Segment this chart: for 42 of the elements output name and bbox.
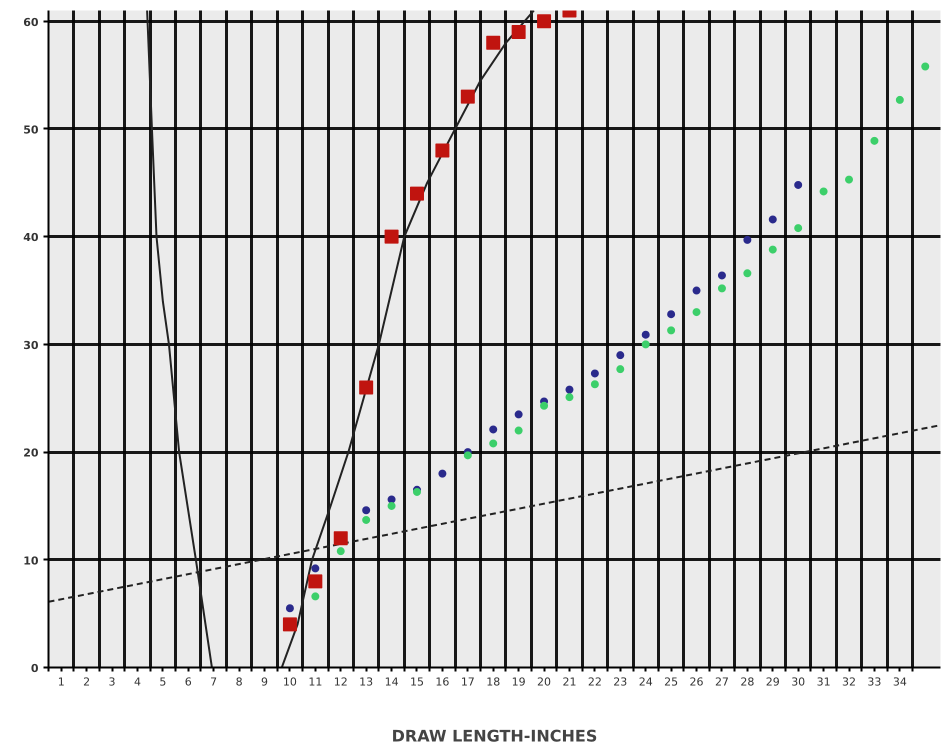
x-tick-label: 31 <box>816 676 831 688</box>
x-tick-label: 28 <box>740 676 754 688</box>
x-tick-label: 22 <box>588 676 602 688</box>
x-tick-label: 27 <box>714 676 729 688</box>
y-tick-label: 0 <box>30 662 39 675</box>
x-tick-label: 21 <box>562 676 576 688</box>
x-tick-label: 4 <box>134 676 141 688</box>
x-tick-label: 19 <box>512 676 526 688</box>
x-tick-label: 10 <box>282 676 297 688</box>
x-tick-label: 34 <box>892 676 907 688</box>
x-tick-label: 16 <box>435 676 450 688</box>
x-tick-label: 6 <box>184 676 192 688</box>
x-tick-label: 30 <box>791 676 806 688</box>
x-tick-label: 18 <box>486 676 500 688</box>
x-tick-label: 1 <box>58 676 65 688</box>
x-tick-label: 5 <box>159 676 166 688</box>
x-tick-label: 7 <box>210 676 218 688</box>
x-tick-label: 20 <box>537 676 552 688</box>
y-tick-label: 30 <box>23 338 39 352</box>
x-tick-label: 8 <box>236 676 243 688</box>
x-tick-label: 14 <box>384 676 399 688</box>
x-tick-label: 17 <box>460 676 475 688</box>
x-tick-label: 13 <box>359 676 374 688</box>
y-tick-label: 60 <box>23 16 39 29</box>
x-tick-label: 15 <box>410 676 424 688</box>
y-tick-label: 40 <box>23 231 39 244</box>
x-tick-label: 29 <box>766 676 780 688</box>
y-tick-label: 10 <box>23 554 39 568</box>
x-axis-title: DRAW LENGTH-INCHES <box>392 726 598 746</box>
x-tick-label: 9 <box>261 676 268 688</box>
x-tick-label: 26 <box>690 676 704 688</box>
x-tick-label: 24 <box>638 676 653 688</box>
x-tick-label: 3 <box>108 676 116 688</box>
x-tick-label: 11 <box>308 676 322 688</box>
x-tick-label: 2 <box>83 676 90 688</box>
x-tick-label: 23 <box>613 676 628 688</box>
y-tick-label: 50 <box>23 123 39 136</box>
x-tick-label: 32 <box>842 676 856 688</box>
y-tick-label: 20 <box>23 446 39 460</box>
x-tick-label: 33 <box>867 676 882 688</box>
x-tick-label: 12 <box>334 676 348 688</box>
x-tick-label: 25 <box>664 676 678 688</box>
